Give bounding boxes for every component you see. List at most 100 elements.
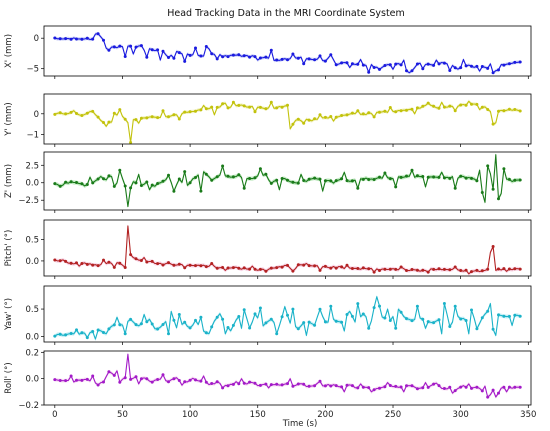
- data-point: [102, 177, 105, 181]
- data-point: [80, 378, 84, 382]
- data-point: [410, 107, 414, 111]
- data-point: [134, 181, 138, 185]
- data-point: [313, 176, 317, 180]
- data-point: [118, 44, 122, 48]
- data-point: [497, 197, 500, 201]
- data-point: [242, 266, 246, 270]
- data-point: [199, 54, 203, 58]
- data-point: [183, 266, 187, 270]
- data-point: [291, 52, 295, 56]
- data-point: [161, 373, 165, 377]
- data-point: [69, 37, 73, 41]
- data-point: [167, 56, 170, 59]
- data-point: [513, 267, 517, 271]
- data-point: [356, 302, 360, 306]
- data-point: [307, 384, 311, 388]
- data-point: [258, 306, 262, 310]
- data-point: [156, 327, 160, 331]
- data-point: [491, 187, 495, 191]
- data-point: [248, 267, 252, 271]
- data-point: [264, 382, 268, 386]
- data-point: [437, 267, 441, 271]
- data-point: [264, 321, 268, 325]
- data-point: [53, 258, 57, 262]
- data-point: [269, 48, 273, 52]
- data-point: [426, 175, 430, 179]
- data-point: [470, 270, 473, 274]
- data-point: [139, 259, 143, 262]
- data-point: [302, 263, 306, 267]
- data-point: [177, 51, 181, 55]
- data-point: [518, 267, 522, 271]
- data-point: [172, 263, 176, 267]
- data-point: [486, 309, 490, 313]
- data-point: [96, 32, 100, 36]
- data-point: [383, 316, 387, 320]
- data-point: [112, 373, 116, 377]
- data-point: [161, 109, 165, 113]
- data-point: [345, 61, 349, 65]
- data-point: [161, 179, 165, 183]
- data-point: [161, 323, 165, 326]
- data-point: [340, 265, 344, 269]
- data-point: [253, 381, 257, 385]
- data-point: [58, 379, 62, 382]
- data-point: [323, 384, 327, 388]
- data-point: [231, 175, 235, 179]
- data-point: [340, 114, 344, 117]
- data-point: [318, 379, 322, 383]
- data-point: [329, 384, 333, 388]
- data-point: [426, 385, 430, 389]
- data-point: [194, 109, 197, 113]
- data-point: [118, 323, 122, 327]
- x-tick-label: 250: [385, 410, 401, 420]
- data-point: [459, 66, 463, 70]
- data-point: [85, 183, 89, 186]
- data-point: [361, 385, 365, 389]
- data-point: [323, 320, 327, 324]
- data-point: [188, 181, 192, 185]
- data-point: [102, 38, 105, 42]
- data-point: [421, 317, 425, 321]
- data-point: [64, 259, 68, 263]
- data-point: [502, 167, 506, 171]
- data-point: [248, 326, 252, 330]
- data-point: [296, 56, 300, 60]
- data-point: [518, 385, 522, 389]
- data-point: [204, 172, 208, 176]
- data-point: [145, 180, 149, 184]
- data-point: [199, 379, 203, 383]
- data-point: [291, 180, 295, 184]
- data-point: [334, 266, 338, 270]
- data-point: [204, 107, 208, 111]
- data-point: [367, 70, 371, 74]
- y-axis-label: X' (mm): [4, 34, 14, 68]
- data-point: [307, 320, 311, 324]
- data-point: [448, 69, 452, 72]
- data-point: [350, 111, 354, 115]
- data-point: [459, 174, 463, 178]
- data-point: [210, 325, 214, 329]
- data-point: [139, 377, 143, 381]
- data-point: [80, 331, 84, 335]
- data-point: [518, 314, 522, 318]
- data-point: [291, 384, 295, 388]
- data-point: [194, 264, 197, 268]
- data-point: [313, 117, 317, 121]
- data-point: [258, 167, 262, 171]
- series-line: [54, 33, 521, 74]
- data-point: [448, 325, 452, 328]
- data-point: [302, 321, 306, 325]
- data-point: [258, 56, 262, 60]
- data-point: [329, 53, 333, 57]
- data-point: [248, 380, 252, 384]
- panel-frame: [43, 93, 532, 145]
- data-point: [134, 257, 138, 261]
- data-point: [286, 103, 289, 107]
- data-point: [470, 386, 473, 390]
- data-point: [323, 264, 327, 268]
- data-point: [183, 380, 187, 384]
- data-point: [356, 186, 360, 190]
- data-point: [497, 267, 500, 271]
- data-point: [215, 175, 219, 179]
